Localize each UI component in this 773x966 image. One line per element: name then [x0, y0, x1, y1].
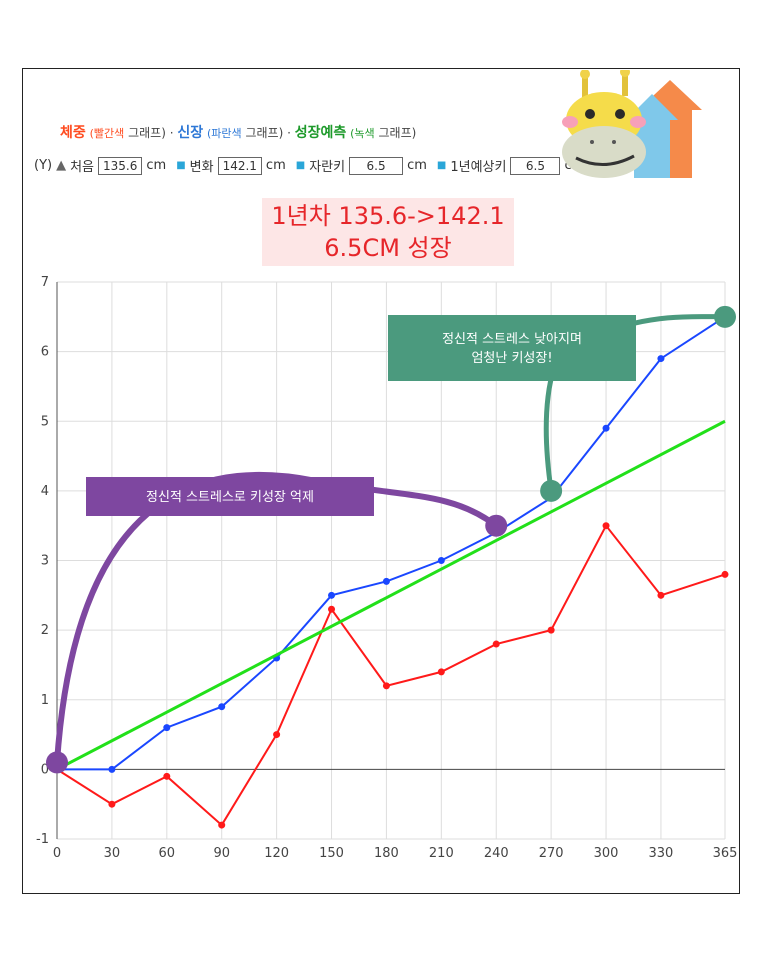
bullet-icon: ■ [295, 160, 306, 171]
start-value-field[interactable]: 135.6 [98, 156, 143, 175]
measurement-row: (Y) ▲ 처음 135.6 cm ■ 변화 142.1 cm ■ 자란키 6.… [34, 156, 584, 175]
start-label: 처음 [70, 160, 95, 175]
legend-pred-label: 성장예측 [294, 125, 347, 141]
expected-label: 1년예상키 [450, 160, 507, 175]
legend-pred-sub: (녹색 [350, 127, 375, 140]
legend-graph-word-1: 그래프) [128, 126, 166, 140]
headline-box: 1년차 135.6->142.1 6.5CM 성장 [262, 198, 514, 266]
change-label: 변화 [189, 160, 214, 175]
grown-label: 자란키 [309, 160, 346, 175]
expected-value-field[interactable]: 6.5 [510, 156, 561, 175]
headline-line-1: 1년차 135.6->142.1 [271, 202, 505, 230]
change-value-field[interactable]: 142.1 [217, 156, 262, 175]
legend-height-label: 신장 [177, 125, 204, 141]
giraffe-mascot-icon [562, 70, 702, 178]
chart-frame [22, 68, 740, 894]
grown-unit: cm [407, 158, 427, 173]
headline-line-2: 6.5CM 성장 [324, 234, 452, 262]
grown-value-field[interactable]: 6.5 [349, 156, 404, 175]
up-arrow-icon: ▲ [56, 158, 67, 173]
legend-weight-label: 체중 [60, 125, 86, 141]
bullet-icon: ■ [436, 160, 447, 171]
start-unit: cm [146, 158, 167, 173]
legend-weight-sub: (빨간색 [89, 127, 125, 140]
y-label: (Y) [34, 158, 53, 173]
change-unit: cm [265, 158, 286, 173]
legend-line: 체중 (빨간색 그래프) · 신장 (파란색 그래프) · 성장예측 (녹색 그… [60, 122, 416, 142]
legend-graph-word-3: 그래프) [378, 126, 417, 140]
legend-sep-2: · [287, 126, 291, 140]
legend-graph-word-2: 그래프) [245, 126, 284, 140]
legend-height-sub: (파란색 [206, 127, 242, 140]
bullet-icon: ■ [176, 160, 186, 171]
legend-sep-1: · [169, 126, 174, 140]
